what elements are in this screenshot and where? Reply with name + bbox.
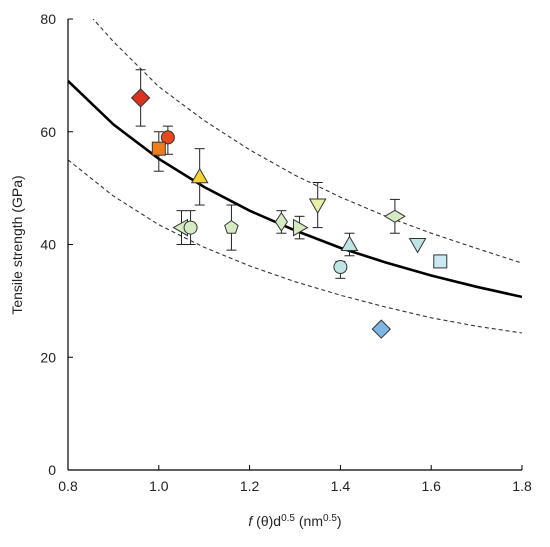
lower-bound-dashed-curve <box>68 159 522 334</box>
x-tick-label: 1.2 <box>240 478 260 494</box>
data-point-triangle-up <box>340 235 359 251</box>
data-point-pentagon <box>224 219 239 234</box>
x-axis-title-close: ) <box>337 513 342 529</box>
data-point-diamond <box>371 319 392 339</box>
fit-curve <box>68 80 522 299</box>
x-axis-title-units-exp: 0.5 <box>323 513 337 524</box>
ticks-layer: 0.8 1.0 1.2 1.4 1.6 1.8 0 20 40 60 80 <box>40 11 532 494</box>
y-tick-label: 20 <box>40 349 56 365</box>
x-axis-title-f: f <box>248 513 254 529</box>
x-axis-title-exp: 0.5 <box>281 513 295 524</box>
x-tick-label: 1.4 <box>331 478 351 494</box>
data-point-square <box>151 141 166 156</box>
y-tick-label: 40 <box>40 237 56 253</box>
data-point-triangle-down <box>408 238 427 254</box>
data-point-diamond-wide <box>383 209 406 223</box>
upper-bound-dashed-curve <box>92 19 522 264</box>
data-point-triangle-down <box>308 198 327 215</box>
curves-layer <box>68 19 522 334</box>
data-point-diamond-tall <box>274 211 289 232</box>
data-point-circle <box>333 260 348 275</box>
x-axis-title: f (θ)d0.5 (nm0.5) <box>248 513 341 530</box>
data-point-square <box>433 254 448 269</box>
data-point-circle <box>183 220 198 235</box>
y-tick-label: 60 <box>40 124 56 140</box>
data-point-triangle-up <box>190 167 209 184</box>
y-tick-label: 0 <box>48 462 56 478</box>
x-axis-title-units: (nm <box>295 513 323 529</box>
x-axis-title-mid: (θ)d <box>252 513 281 529</box>
data-point-diamond <box>130 88 151 108</box>
axes-layer <box>67 19 522 471</box>
x-tick-label: 1.8 <box>512 478 532 494</box>
y-axis-title: Tensile strength (GPa) <box>9 175 25 314</box>
data-point-circle <box>160 130 175 145</box>
points-layer <box>130 69 448 339</box>
x-tick-label: 0.8 <box>58 478 78 494</box>
x-tick-label: 1.6 <box>421 478 441 494</box>
x-tick-label: 1.0 <box>149 478 169 494</box>
y-tick-label: 80 <box>40 11 56 27</box>
data-point-triangle-right <box>293 218 309 237</box>
